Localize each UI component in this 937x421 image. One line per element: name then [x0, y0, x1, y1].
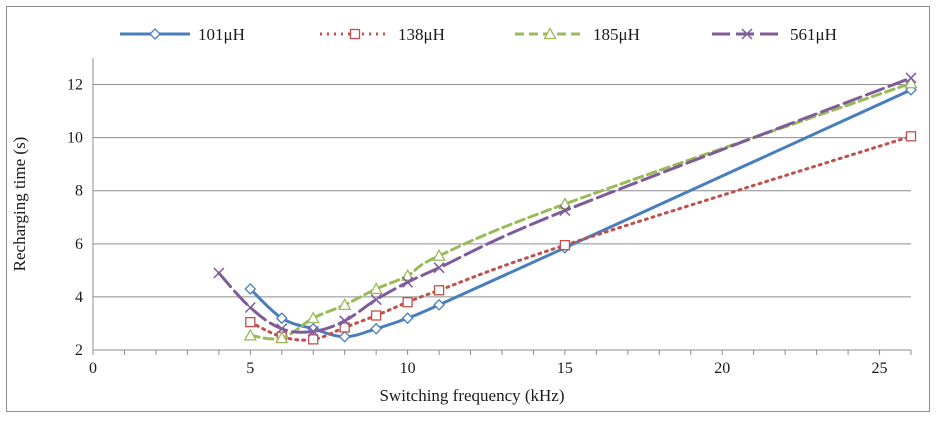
series-4-point-8 [433, 262, 445, 274]
series-3-line [248, 81, 913, 341]
series-3-point-2 [275, 331, 289, 344]
axes: 2 4 6 8 10 12 0 5 10 15 20 25 [67, 58, 912, 377]
series-2-point-5 [371, 310, 382, 321]
legend-item-4-label: 561μH [790, 25, 837, 44]
series-2-point-3 [308, 334, 319, 345]
series-4-point-1 [213, 267, 225, 279]
series-3-point-5 [369, 282, 383, 295]
legend-item-2-marker [349, 28, 361, 40]
series-4-point-1-b [213, 267, 225, 279]
x-tick-label-15: 15 [557, 360, 573, 377]
series-4-point-10-b [905, 72, 917, 84]
series-4-point-8-b [433, 262, 445, 274]
series-4-line [217, 76, 913, 334]
series-4-point-3 [276, 323, 288, 335]
x-tick-label-0: 0 [89, 360, 97, 377]
chart-frame [6, 6, 930, 412]
x-tick-label-20: 20 [714, 360, 730, 377]
series-4-point-4 [307, 325, 319, 337]
series-1-point-1 [244, 283, 257, 295]
series-2-point-8 [559, 239, 571, 251]
series-1-point-5 [370, 322, 383, 335]
series-4-point-2 [244, 301, 256, 314]
x-tick-label-25: 25 [872, 360, 888, 377]
x-tick-label-10: 10 [400, 360, 416, 377]
legend-item-3-label: 185μH [593, 25, 640, 44]
gridlines [93, 84, 911, 298]
series-4-point-10 [905, 72, 917, 84]
series-3-point-7 [432, 248, 446, 261]
series-4-point-9-b [559, 205, 571, 217]
series-4-point-5-b [339, 315, 351, 327]
legend-item-1-marker [149, 28, 161, 40]
legend-item-4-marker-b [741, 28, 753, 40]
legend-item-4-marker [741, 28, 753, 40]
series-3-point-4 [338, 298, 352, 311]
series-4-point-3-b [276, 323, 288, 335]
series-3-point-3 [306, 311, 320, 324]
series-2-point-4 [339, 322, 350, 333]
legend-item-3-marker [543, 27, 557, 40]
legend-item-2-label: 138μH [398, 25, 445, 44]
legend-item-2: 138μH [320, 25, 445, 44]
y-axis-title: Recharging time (s) [10, 137, 29, 272]
series-1-point-6 [401, 312, 414, 325]
series-2-point-1 [245, 316, 256, 328]
series-2-point-9 [905, 131, 917, 142]
y-tick-label-12: 12 [67, 77, 83, 94]
series-3-point-9 [904, 76, 918, 89]
series-1-point-7 [433, 298, 445, 311]
series-4-point-7 [402, 276, 414, 288]
x-axis-title: Switching frequency (kHz) [379, 386, 564, 405]
y-tick-label-8: 8 [75, 183, 83, 200]
y-tick-label-4: 4 [75, 289, 83, 306]
series-layer [213, 72, 918, 345]
series-4-point-4-b [307, 325, 319, 337]
series-3-point-8 [558, 197, 572, 210]
y-tick-label-6: 6 [75, 236, 83, 253]
series-4-point-6 [370, 294, 382, 306]
series-3-point-6 [401, 268, 415, 281]
legend-item-3: 185μH [515, 25, 640, 44]
series-4-point-2-b [244, 301, 256, 314]
series-4-point-9 [559, 205, 571, 217]
legend-item-4: 561μH [712, 25, 837, 44]
series-1-point-2 [275, 312, 288, 325]
series-3-point-1 [243, 328, 257, 341]
y-tick-label-10: 10 [67, 130, 83, 147]
series-4-point-7-b [402, 276, 414, 288]
series-1-point-4 [338, 330, 351, 343]
legend: 101μH 138μH 185μH 561μH [120, 25, 837, 44]
series-4-point-5 [339, 315, 351, 327]
legend-item-1: 101μH [120, 25, 245, 44]
series-1-line [248, 88, 913, 339]
x-tick-label-5: 5 [246, 360, 254, 377]
series-2-point-7 [433, 285, 445, 296]
series-2-point-6 [402, 297, 413, 308]
series-4-point-6-b [370, 294, 382, 306]
legend-item-1-label: 101μH [198, 25, 245, 44]
y-tick-label-2: 2 [75, 342, 83, 359]
